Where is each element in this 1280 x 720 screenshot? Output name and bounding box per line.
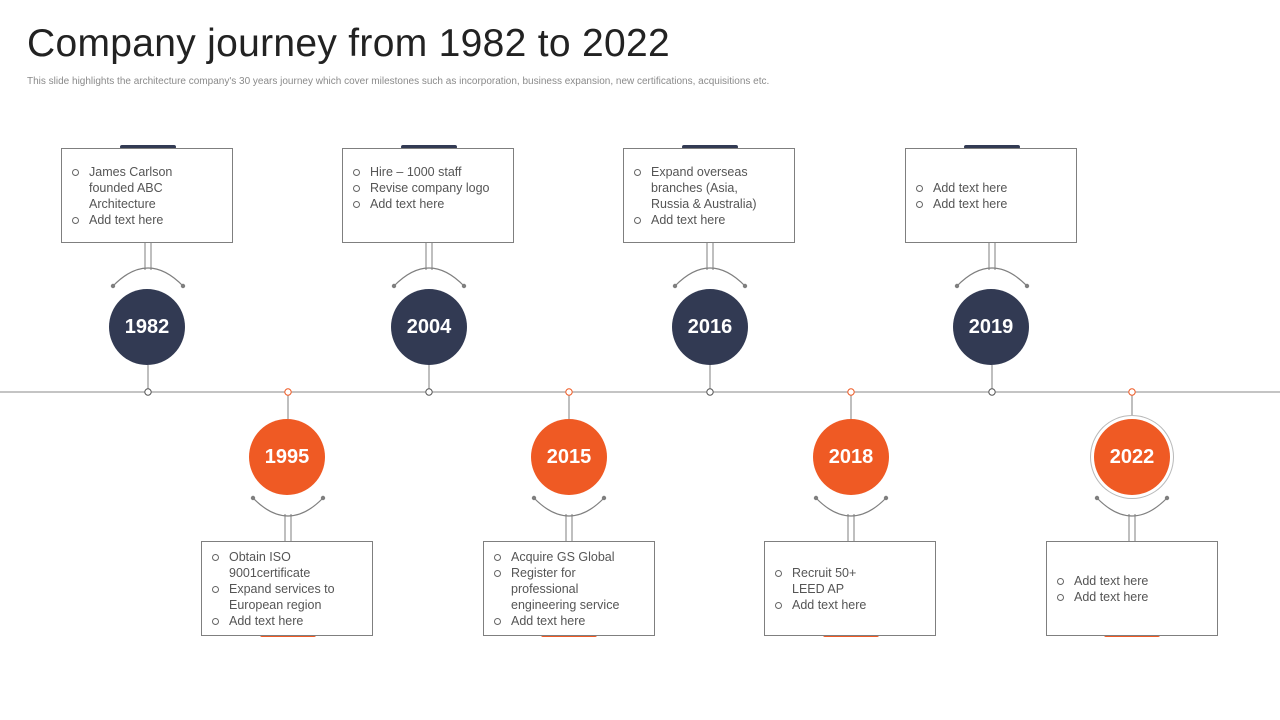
milestone-item: Add text here [774, 597, 927, 613]
axis-node [425, 388, 433, 396]
year-circle-2019: 2019 [953, 289, 1029, 365]
axis-node [1128, 388, 1136, 396]
arc-end-dot [601, 495, 607, 501]
arc-end-dot [1164, 495, 1170, 501]
milestone-list: Acquire GS Global Register for professio… [484, 549, 654, 629]
year-circle-2018: 2018 [813, 419, 889, 495]
milestone-item: James Carlson founded ABC Architecture [71, 164, 199, 212]
arc-end-dot [250, 495, 256, 501]
milestone-item: Recruit 50+ LEED AP [774, 565, 872, 597]
arc-end-dot [742, 283, 748, 289]
connector-arc [112, 267, 184, 287]
arc-end-dot [531, 495, 537, 501]
milestone-item: Obtain ISO 9001certificate [211, 549, 314, 581]
year-label: 1982 [124, 315, 170, 338]
arc-end-dot [954, 283, 960, 289]
year-label: 2022 [1109, 445, 1155, 468]
milestone-box-2015: Acquire GS Global Register for professio… [483, 541, 655, 636]
slide-subtitle: This slide highlights the architecture c… [27, 76, 770, 87]
year-label: 2015 [546, 445, 592, 468]
arc-end-dot [813, 495, 819, 501]
axis-node [706, 388, 714, 396]
milestone-list: Recruit 50+ LEED AP Add text here [765, 565, 935, 613]
milestone-list: Add text here Add text here [906, 180, 1076, 212]
milestone-item: Register for professional engineering se… [493, 565, 636, 613]
milestone-item: Add text here [1056, 589, 1209, 605]
arc-end-dot [883, 495, 889, 501]
milestone-box-1995: Obtain ISO 9001certificate Expand servic… [201, 541, 373, 636]
arc-end-dot [110, 283, 116, 289]
year-circle-2016: 2016 [672, 289, 748, 365]
milestone-box-2016: Expand overseas branches (Asia, Russia &… [623, 148, 795, 243]
connector-arc [674, 267, 746, 287]
connector-arc [956, 267, 1028, 287]
arc-end-dot [672, 283, 678, 289]
year-label: 2019 [968, 315, 1014, 338]
arc-end-dot [461, 283, 467, 289]
arc-end-dot [1024, 283, 1030, 289]
milestone-item: Add text here [633, 212, 786, 228]
milestone-item: Expand overseas branches (Asia, Russia &… [633, 164, 769, 212]
connector-arc [393, 267, 465, 287]
milestone-item: Acquire GS Global [493, 549, 646, 565]
milestone-list: James Carlson founded ABC Architecture A… [62, 149, 232, 228]
milestone-item: Add text here [211, 613, 364, 629]
milestone-list: Hire – 1000 staff Revise company logo Ad… [343, 149, 513, 212]
arc-end-dot [1094, 495, 1100, 501]
arc-end-dot [320, 495, 326, 501]
milestone-box-2018: Recruit 50+ LEED AP Add text here [764, 541, 936, 636]
arc-end-dot [391, 283, 397, 289]
milestone-box-2004: Hire – 1000 staff Revise company logo Ad… [342, 148, 514, 243]
milestone-item: Add text here [352, 196, 505, 212]
milestone-box-2022: Add text here Add text here [1046, 541, 1218, 636]
year-circle-1982: 1982 [109, 289, 185, 365]
year-label: 1995 [264, 445, 310, 468]
milestone-box-1982: James Carlson founded ABC Architecture A… [61, 148, 233, 243]
arc-end-dot [180, 283, 186, 289]
milestone-box-2019: Add text here Add text here [905, 148, 1077, 243]
milestone-list: Obtain ISO 9001certificate Expand servic… [202, 549, 372, 629]
milestone-list: Expand overseas branches (Asia, Russia &… [624, 149, 794, 228]
milestone-item: Revise company logo [352, 180, 505, 196]
year-label: 2018 [828, 445, 874, 468]
milestone-item: Add text here [71, 212, 224, 228]
connector-arc [533, 497, 605, 517]
milestone-item: Add text here [1056, 573, 1209, 589]
year-circle-2022: 2022 [1094, 419, 1170, 495]
axis-node [144, 388, 152, 396]
axis-node [284, 388, 292, 396]
connector-arc [252, 497, 324, 517]
year-circle-1995: 1995 [249, 419, 325, 495]
slide-title: Company journey from 1982 to 2022 [27, 22, 670, 65]
axis-node [847, 388, 855, 396]
milestone-item: Hire – 1000 staff [352, 164, 505, 180]
axis-node [988, 388, 996, 396]
axis-node [565, 388, 573, 396]
year-circle-2015: 2015 [531, 419, 607, 495]
milestone-item: Add text here [493, 613, 646, 629]
milestone-item: Add text here [915, 180, 1068, 196]
milestone-item: Add text here [915, 196, 1068, 212]
connector-arc [815, 497, 887, 517]
milestone-item: Expand services to European region [211, 581, 347, 613]
year-circle-2004: 2004 [391, 289, 467, 365]
connector-arc [1096, 497, 1168, 517]
milestone-list: Add text here Add text here [1047, 573, 1217, 605]
year-label: 2016 [687, 315, 733, 338]
year-label: 2004 [406, 315, 452, 338]
